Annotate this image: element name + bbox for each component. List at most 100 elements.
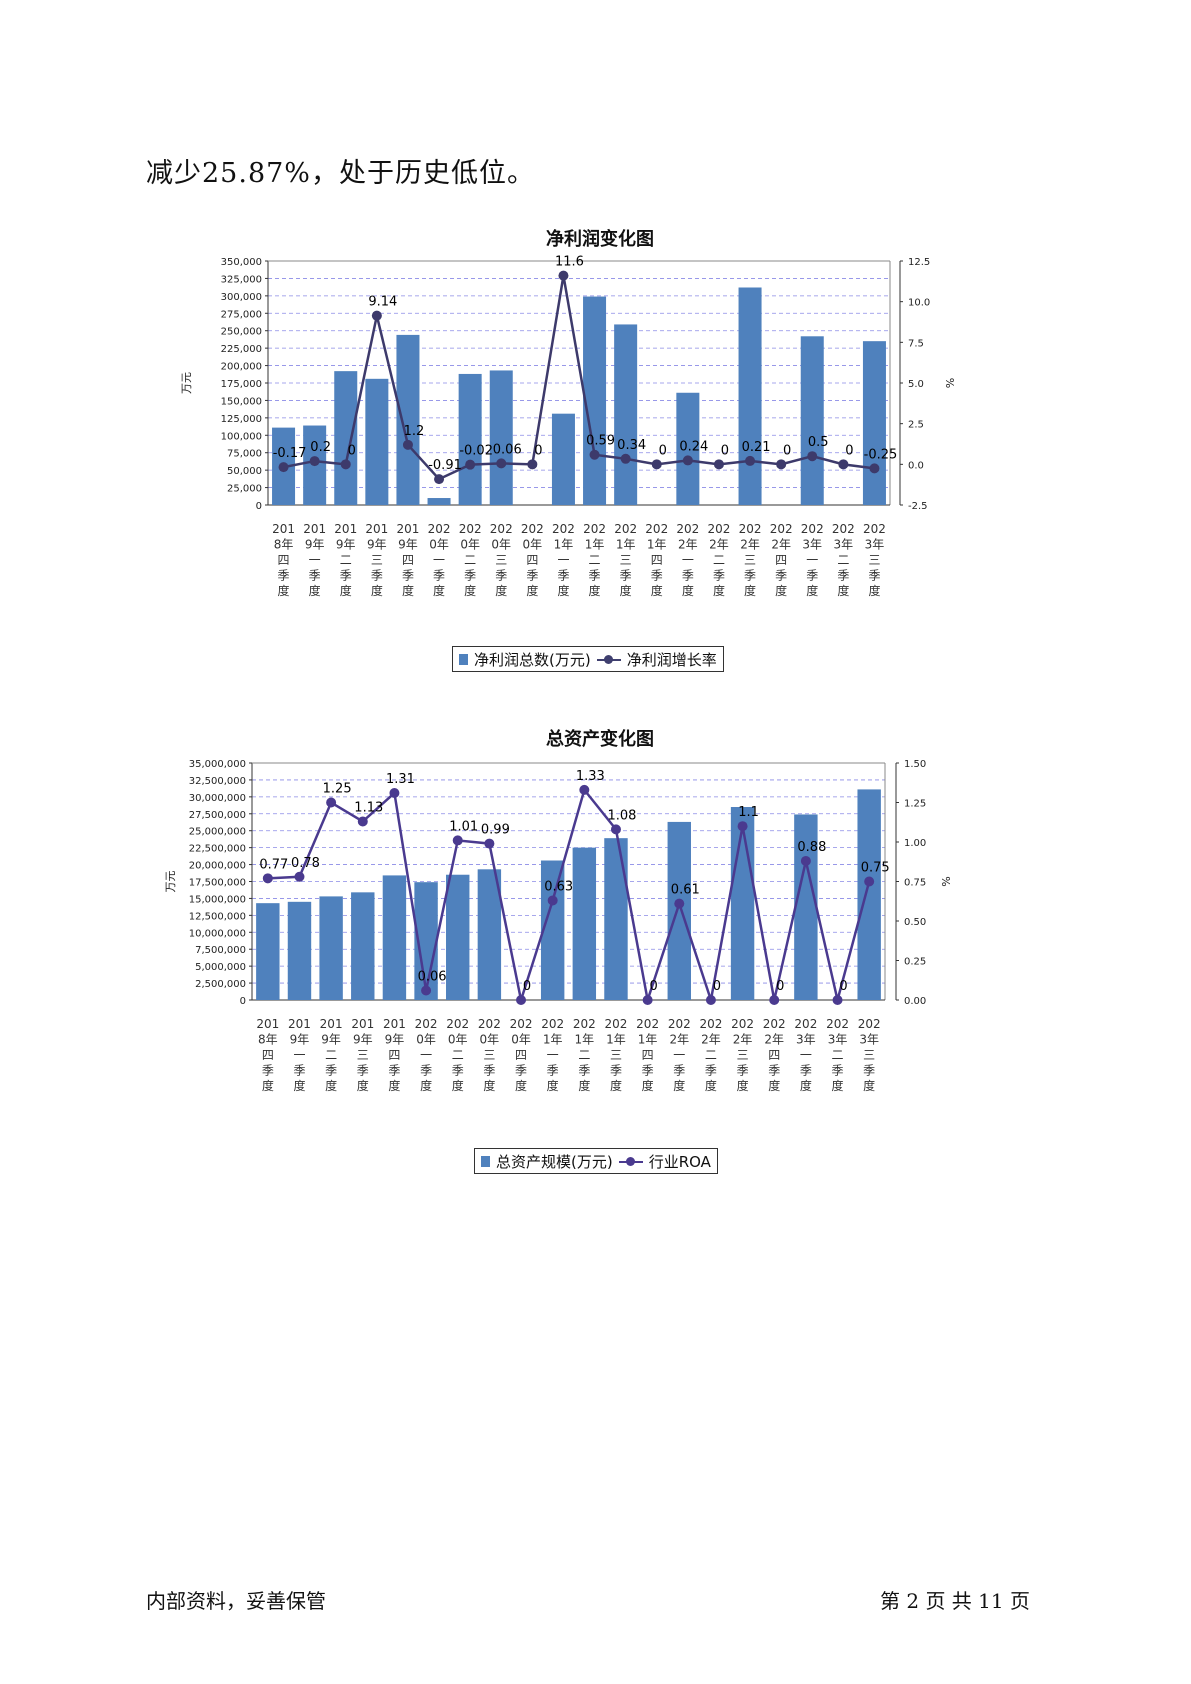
bar bbox=[800, 336, 824, 505]
bar bbox=[572, 847, 597, 1000]
net-profit-chart-svg: 0 25,000 50,000 75,000 100,000 125,000 150,000… bbox=[180, 255, 956, 598]
y2-tick-label: 0.0 bbox=[908, 460, 924, 471]
data-label: 0 bbox=[659, 443, 667, 458]
data-label: 1.33 bbox=[576, 769, 605, 784]
line-point bbox=[262, 873, 273, 884]
y-tick-label: 125,000 bbox=[221, 414, 262, 425]
data-label: 0 bbox=[348, 443, 356, 458]
line-point bbox=[589, 449, 600, 460]
data-label: 0.21 bbox=[742, 440, 771, 455]
y-tick-label: 0 bbox=[256, 501, 262, 512]
y-tick-label: 25,000 bbox=[227, 484, 262, 495]
x-tick-label: 202 2年四季度 bbox=[763, 1017, 786, 1093]
x-tick-label: 202 0年三季度 bbox=[490, 522, 513, 598]
x-tick-label: 201 9年二季度 bbox=[334, 522, 357, 598]
y2-tick-label: 0.25 bbox=[904, 957, 926, 968]
line-point bbox=[620, 453, 631, 464]
data-label: 1.25 bbox=[323, 782, 352, 797]
data-label: 1.01 bbox=[449, 819, 478, 834]
legend-item-bar: 总资产规模(万元) bbox=[496, 1152, 613, 1171]
line-point bbox=[496, 458, 507, 469]
line-point bbox=[642, 995, 653, 1005]
y-tick-label: 12,500,000 bbox=[189, 911, 246, 922]
footer-left: 内部资料，妥善保管 bbox=[146, 1589, 326, 1613]
line-point bbox=[402, 439, 413, 450]
bar bbox=[862, 341, 886, 505]
x-tick-label: 201 8年四季度 bbox=[272, 522, 295, 598]
total-assets-chart: 总资产变化图 0 2,500,000 5,000,000 7,500,000 10,00… bbox=[150, 715, 1050, 1185]
data-label: 9.14 bbox=[368, 295, 397, 310]
y2-tick-label: 0.00 bbox=[904, 996, 926, 1007]
y-tick-label: 7,500,000 bbox=[195, 945, 246, 956]
data-label: 0.34 bbox=[617, 438, 646, 453]
data-label: 0.06 bbox=[418, 970, 447, 985]
line-point bbox=[610, 824, 621, 835]
bar bbox=[382, 875, 407, 1000]
bar bbox=[857, 789, 881, 1000]
data-label: 1.13 bbox=[354, 800, 383, 815]
line-point bbox=[864, 876, 875, 887]
legend-item-line: 行业ROA bbox=[648, 1152, 711, 1171]
bar bbox=[334, 371, 358, 505]
x-tick-label: 202 0年二季度 bbox=[459, 522, 482, 598]
line-point bbox=[769, 995, 780, 1005]
y-tick-label: 30,000,000 bbox=[189, 793, 246, 804]
bar bbox=[614, 324, 638, 505]
y-tick-label: 15,000,000 bbox=[189, 894, 246, 905]
y2-tick-label: 2.5 bbox=[908, 420, 924, 431]
x-tick-label: 202 3年一季度 bbox=[794, 1017, 817, 1093]
bar bbox=[738, 287, 762, 505]
data-label: 0.61 bbox=[671, 883, 700, 898]
data-label: 0 bbox=[845, 443, 853, 458]
x-tick-label: 202 2年一季度 bbox=[676, 522, 699, 598]
data-label: 0 bbox=[721, 443, 729, 458]
x-tick-label: 201 9年四季度 bbox=[383, 1017, 406, 1093]
y-tick-label: 100,000 bbox=[221, 431, 262, 442]
line-point bbox=[452, 835, 463, 846]
x-tick-label: 202 3年一季度 bbox=[801, 522, 824, 598]
y-tick-label: 50,000 bbox=[227, 466, 262, 477]
y2-tick-label: 5.0 bbox=[908, 379, 924, 390]
data-label: 1.1 bbox=[738, 805, 759, 820]
line-point bbox=[421, 985, 432, 996]
y-tick-label: 325,000 bbox=[221, 274, 262, 285]
data-label: 0 bbox=[776, 979, 784, 994]
x-tick-label: 202 1年一季度 bbox=[552, 522, 575, 598]
bar bbox=[365, 378, 389, 505]
line-point bbox=[651, 459, 662, 470]
line-point bbox=[674, 898, 685, 909]
bar bbox=[446, 874, 470, 1000]
line-point bbox=[326, 797, 337, 808]
line-point bbox=[745, 455, 756, 466]
y2-tick-label: 7.5 bbox=[908, 338, 924, 349]
line-point bbox=[278, 462, 289, 473]
x-tick-label: 201 9年三季度 bbox=[365, 522, 388, 598]
x-tick-label: 202 1年三季度 bbox=[605, 1017, 628, 1093]
line-point bbox=[579, 784, 590, 795]
data-label: -0.17 bbox=[273, 446, 307, 461]
y2-tick-label: 1.00 bbox=[904, 838, 926, 849]
data-label: -0.25 bbox=[864, 447, 898, 462]
bar bbox=[730, 807, 755, 1000]
bar bbox=[287, 901, 312, 1000]
legend-bar-swatch bbox=[459, 653, 468, 665]
data-label: 0.78 bbox=[291, 856, 320, 871]
y-tick-label: 225,000 bbox=[221, 344, 262, 355]
series-line bbox=[267, 787, 871, 1005]
y-tick-label: 17,500,000 bbox=[189, 878, 246, 889]
line-point bbox=[558, 270, 569, 281]
y2-axis-label: % bbox=[943, 378, 956, 388]
x-tick-label: 202 1年四季度 bbox=[636, 1017, 659, 1093]
x-tick-label: 202 1年二季度 bbox=[583, 522, 606, 598]
x-tick-label: 202 3年二季度 bbox=[832, 522, 855, 598]
y-tick-label: 32,500,000 bbox=[189, 776, 246, 787]
x-tick-label: 202 2年二季度 bbox=[699, 1017, 722, 1093]
y-tick-label: 175,000 bbox=[221, 379, 262, 390]
data-label: 1.08 bbox=[607, 808, 636, 823]
data-label: 1.31 bbox=[386, 772, 415, 787]
x-tick-label: 201 9年二季度 bbox=[320, 1017, 343, 1093]
net-profit-chart: 净利润变化图 0 25,000 50,000 75,000 100,000 125,000… bbox=[150, 215, 1050, 685]
x-tick-label: 202 2年二季度 bbox=[707, 522, 730, 598]
y2-tick-label: 0.50 bbox=[904, 917, 926, 928]
legend-bar-swatch bbox=[481, 1155, 490, 1167]
